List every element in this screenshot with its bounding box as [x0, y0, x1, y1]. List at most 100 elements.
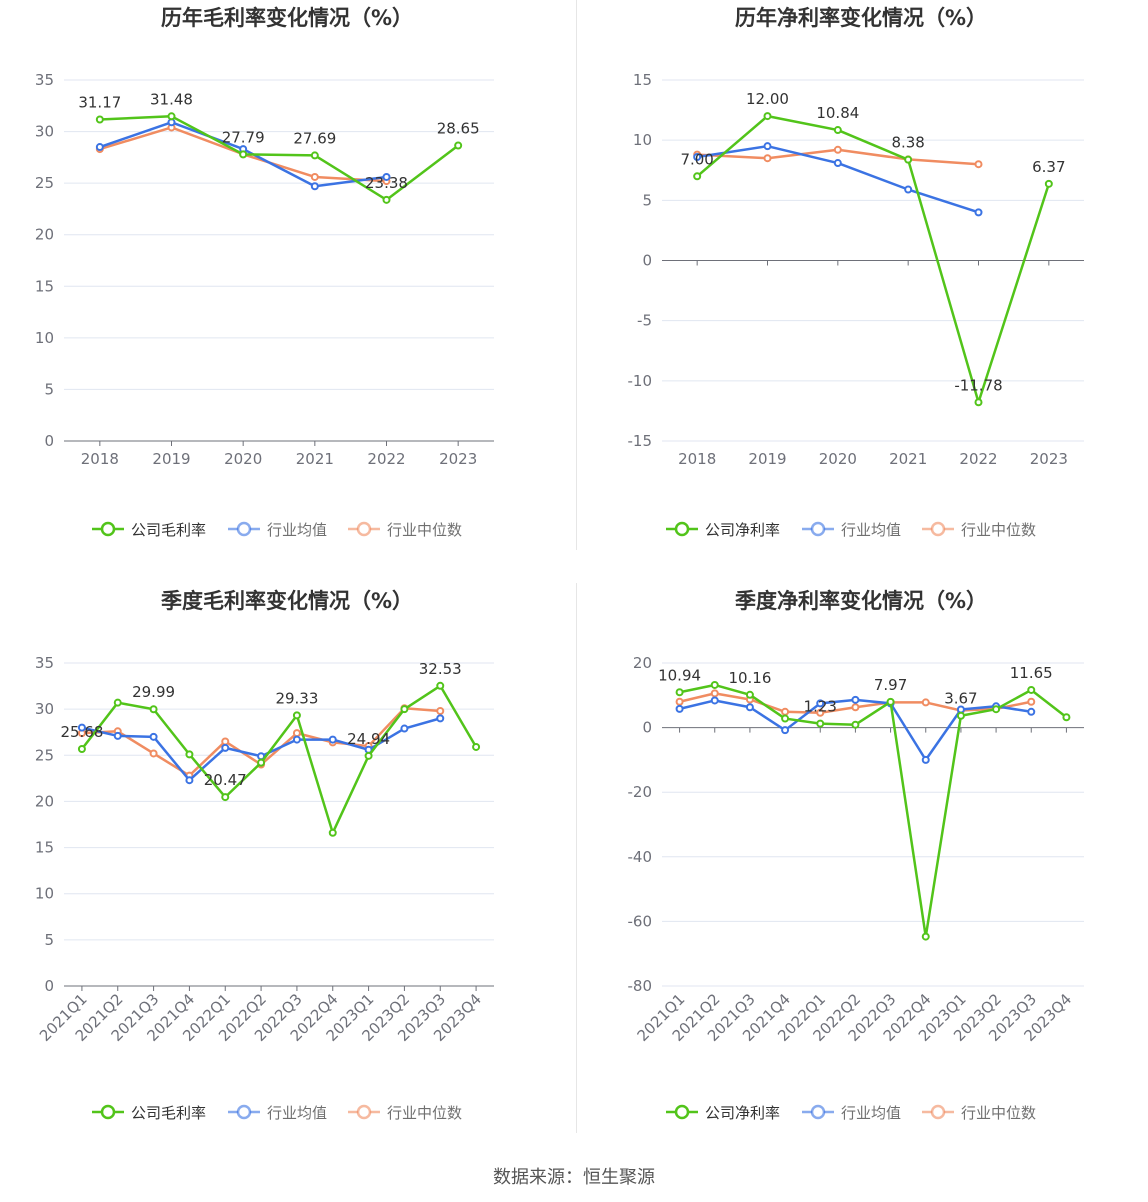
chart-svg: 季度净利率变化情况（%）-80-60-40-200202021Q12021Q22… — [628, 589, 1084, 1122]
data-point-avg — [833, 159, 842, 168]
y-tick-label: 5 — [44, 931, 54, 949]
data-label: 29.99 — [132, 683, 175, 701]
legend-label: 公司毛利率 — [131, 1104, 206, 1122]
y-tick-label: 25 — [35, 174, 54, 192]
y-tick-label: -15 — [628, 432, 653, 450]
data-point-company — [904, 155, 913, 164]
y-tick-label: -60 — [628, 912, 653, 930]
y-tick-label: 15 — [633, 71, 652, 89]
data-point-company — [992, 705, 1001, 714]
data-point-company — [956, 711, 965, 720]
data-point-avg — [851, 695, 860, 704]
data-point-company — [364, 751, 373, 760]
y-tick-label: -5 — [637, 312, 652, 330]
chart-title: 季度净利率变化情况（%） — [735, 589, 987, 613]
data-label: 27.79 — [222, 128, 265, 146]
chart-panel-annual-gross-margin: 历年毛利率变化情况（%） 0 5 10 15 20 25 30 35 2018 2019 2020 20… — [0, 0, 574, 583]
data-point-company — [921, 932, 930, 941]
y-tick-label: 10 — [35, 885, 54, 903]
x-tick-label: 2020 — [224, 450, 262, 468]
data-point-company — [257, 758, 266, 767]
data-point-median — [851, 703, 860, 712]
y-tick-label: 30 — [35, 700, 54, 718]
y-tick-label: 35 — [35, 654, 54, 672]
data-label: 31.17 — [78, 94, 121, 112]
y-tick-label: 35 — [35, 71, 54, 89]
y-tick-label: 10 — [35, 329, 54, 347]
legend-label: 公司净利率 — [705, 1104, 780, 1122]
data-label: 10.94 — [658, 666, 701, 684]
data-label: 7.00 — [680, 150, 713, 168]
data-point-company — [1044, 179, 1053, 188]
data-point-company — [454, 141, 463, 150]
legend-marker-avg — [810, 521, 826, 537]
data-point-company — [710, 680, 719, 689]
data-point-median — [781, 707, 790, 716]
legend-label: 行业中位数 — [961, 1104, 1036, 1122]
data-point-company — [185, 750, 194, 759]
series-line-company — [80, 684, 478, 835]
data-point-avg — [185, 776, 194, 785]
legend-marker-median — [930, 521, 946, 537]
x-tick-label: 2019 — [152, 450, 190, 468]
data-point-company — [1027, 685, 1036, 694]
y-tick-label: 5 — [642, 191, 652, 209]
y-tick-label: -20 — [628, 783, 653, 801]
data-point-median — [816, 708, 825, 717]
data-point-median — [833, 145, 842, 154]
legend-marker-median — [356, 521, 372, 537]
data-point-avg — [310, 182, 319, 191]
y-tick-label: 0 — [44, 432, 54, 450]
y-tick-label: 10 — [633, 131, 652, 149]
data-label: 20.47 — [204, 771, 247, 789]
data-point-avg — [693, 153, 702, 162]
data-point-company — [763, 112, 772, 121]
x-tick-label: 2021 — [296, 450, 334, 468]
legend-label: 公司毛利率 — [131, 521, 206, 539]
data-point-company — [693, 172, 702, 181]
data-label: 23.38 — [365, 174, 408, 192]
data-point-company — [851, 720, 860, 729]
data-point-median — [310, 172, 319, 181]
series-line-company — [696, 114, 1051, 404]
data-point-company — [1062, 713, 1071, 722]
data-point-avg — [921, 755, 930, 764]
legend-label: 行业均值 — [841, 1104, 901, 1122]
data-point-avg — [292, 735, 301, 744]
data-point-company — [886, 697, 895, 706]
data-point-avg — [675, 704, 684, 713]
data-label: 27.69 — [293, 129, 336, 147]
data-label: 28.65 — [437, 119, 480, 137]
data-point-company — [113, 698, 122, 707]
data-point-avg — [745, 703, 754, 712]
chart-title: 季度毛利率变化情况（%） — [161, 589, 413, 613]
data-point-company — [221, 793, 230, 802]
chart-panel-annual-net-margin: 历年净利率变化情况（%） -15 -10 -5 0 5 10 15 2018 2019 2020 20… — [574, 0, 1148, 583]
data-point-company — [675, 688, 684, 697]
y-tick-label: 0 — [642, 719, 652, 737]
data-label: 7.97 — [874, 676, 907, 694]
x-tick-label: 2021 — [889, 450, 927, 468]
legend-marker-median — [356, 1104, 372, 1120]
data-point-avg — [400, 724, 409, 733]
data-point-median — [763, 154, 772, 163]
x-tick-label: 2023 — [1030, 450, 1068, 468]
data-label: 10.16 — [728, 669, 771, 687]
data-label: 3.67 — [944, 690, 977, 708]
data-label: 32.53 — [419, 660, 462, 678]
legend-label: 行业均值 — [267, 1104, 327, 1122]
data-point-company — [833, 126, 842, 135]
data-point-median — [675, 697, 684, 706]
data-label: 10.84 — [816, 104, 859, 122]
data-point-median — [292, 729, 301, 738]
data-point-avg — [328, 735, 337, 744]
data-point-avg — [974, 208, 983, 217]
data-point-company — [436, 681, 445, 690]
data-point-company — [149, 705, 158, 714]
chart-panel-quarterly-gross-margin: 季度毛利率变化情况（%） 0 5 10 15 20 25 30 35 2021Q1 2021Q2 20… — [0, 583, 574, 1166]
data-point-avg — [781, 726, 790, 735]
data-point-avg — [436, 714, 445, 723]
chart-panel-quarterly-net-margin: 季度净利率变化情况（%） -80 -60 -40 -20 0 20 2021Q1 2021Q2 2… — [574, 583, 1148, 1166]
y-tick-label: 30 — [35, 123, 54, 141]
data-point-median — [974, 160, 983, 169]
